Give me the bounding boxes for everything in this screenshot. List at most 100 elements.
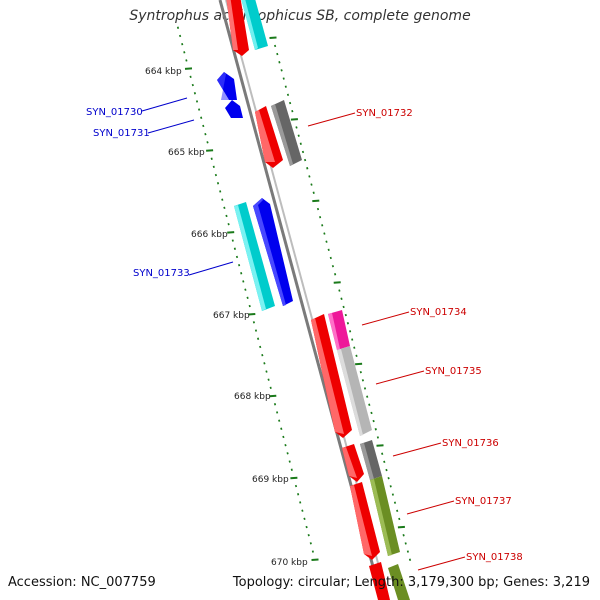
label-syn-01733[interactable]: SYN_01733 [133,261,234,279]
gene-syn-01737[interactable] [350,482,380,560]
scale-tick [316,207,320,211]
scale-tick [319,215,322,219]
scale-tick [238,263,241,267]
svg-text:SYN_01732: SYN_01732 [356,108,413,119]
label-syn-01734[interactable]: SYN_01734 [361,307,467,326]
scale-tick [396,509,399,513]
scale-tick [344,313,347,317]
scale-tick [276,411,279,414]
kbp-scale: 664 kbp 665 kbp 666 kbp 667 kbp 668 kbp … [145,67,308,568]
left-scale-track [176,26,319,561]
scale-tick [353,346,356,349]
scale-tick [402,534,405,537]
gene-syn-01735[interactable] [337,346,372,436]
scale-tick [342,305,345,309]
scale-tick [383,460,386,464]
kbp-label-666: 666 kbp [191,230,228,240]
scale-tick [294,484,298,488]
scale-tick [340,297,343,300]
scale-tick [284,443,287,447]
gene-syn-01736[interactable] [342,444,364,482]
svg-text:SYN_01733: SYN_01733 [133,268,190,279]
svg-text:SYN_01731: SYN_01731 [93,128,150,139]
label-syn-01735[interactable]: SYN_01735 [375,366,482,385]
scale-tick [183,51,186,54]
gene-syn-01733[interactable] [234,202,275,311]
feature-top-cyan[interactable] [240,0,268,50]
svg-text:SYN_01730: SYN_01730 [86,107,143,118]
svg-text:SYN_01738: SYN_01738 [466,552,523,563]
scale-tick [261,353,264,357]
kbp-label-670: 670 kbp [271,558,308,568]
label-syn-01731[interactable]: SYN_01731 [93,119,195,139]
scale-tick [227,222,230,226]
scale-tick [323,232,326,235]
gene-syn-01738[interactable] [369,562,390,600]
scale-tick [297,493,300,496]
scale-tick [393,501,397,504]
feature-blue-tall[interactable] [253,198,293,306]
scale-tick [389,485,392,488]
scale-tick [235,255,239,259]
scale-tick [397,525,405,529]
feature-grey-1[interactable] [271,100,302,166]
scale-tick [233,247,236,250]
scale-tick [368,403,371,406]
feature-magenta[interactable] [328,310,350,350]
scale-tick [290,118,298,121]
scale-tick [349,330,352,333]
scale-tick [288,460,291,463]
scale-tick [295,126,298,129]
scale-tick [200,116,203,119]
feature-olive-bottom[interactable] [388,564,410,600]
scale-tick [304,158,307,162]
scale-tick [189,75,192,79]
scale-tick [307,533,310,537]
kbp-label-664: 664 kbp [145,67,182,77]
scale-tick [331,264,334,268]
scale-tick [406,550,409,553]
scale-tick [263,362,266,365]
label-syn-01738[interactable]: SYN_01738 [417,552,523,571]
scale-tick [289,101,292,105]
map-title: Syntrophus aciditrophicus SB, complete g… [129,8,471,24]
scale-tick [214,173,217,177]
scale-tick [259,345,262,349]
scale-tick [195,100,199,103]
scale-tick [269,386,272,390]
feature-top-red[interactable] [226,0,249,56]
scale-tick [355,354,358,358]
scale-tick [299,142,302,145]
topology-text: Topology: circular; Length: 3,179,300 bp… [232,575,590,590]
scale-tick [269,394,277,398]
label-syn-01736[interactable]: SYN_01736 [392,438,499,457]
scale-tick [303,517,306,521]
scale-tick [244,288,247,291]
feature-olive[interactable] [370,476,400,556]
svg-text:SYN_01737: SYN_01737 [455,496,512,507]
scale-tick [223,206,226,210]
scale-tick [246,296,249,300]
scale-tick [221,198,224,201]
scale-tick [325,240,328,243]
scale-tick [372,419,375,423]
label-syn-01732[interactable]: SYN_01732 [307,108,413,127]
gene-syn-01732[interactable] [255,106,283,168]
scale-tick [242,280,245,283]
scale-tick [290,476,298,480]
gene-syn-01731[interactable] [225,100,243,118]
feature-grey-2[interactable] [360,440,382,480]
scale-tick [291,109,294,113]
gene-syn-01730[interactable] [217,72,237,100]
scale-tick [286,452,289,455]
scale-tick [193,92,196,95]
scale-tick [327,248,330,252]
scale-tick [179,34,182,38]
scale-tick [269,36,277,39]
label-syn-01730[interactable]: SYN_01730 [86,97,188,118]
scale-tick [333,281,341,284]
scale-tick [376,444,384,447]
label-syn-01737[interactable]: SYN_01737 [406,496,512,515]
gene-syn-01734[interactable] [311,314,352,438]
scale-tick [391,493,394,496]
